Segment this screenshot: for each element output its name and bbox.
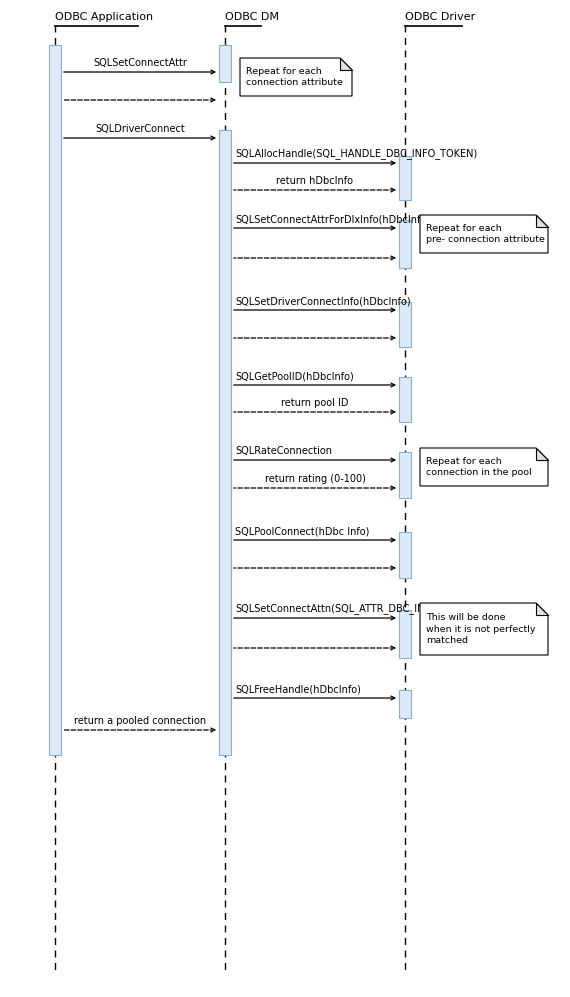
Bar [399,220,411,268]
Text: This will be done
when it is not perfectly
matched: This will be done when it is not perfect… [426,613,535,645]
Bar [399,532,411,578]
Text: return a pooled connection: return a pooled connection [74,716,206,726]
Bar [399,610,411,658]
Text: Repeat for each
connection in the pool: Repeat for each connection in the pool [426,457,532,478]
Text: Repeat for each
pre- connection attribute: Repeat for each pre- connection attribut… [426,223,545,244]
Polygon shape [340,58,352,70]
Text: SQLSetConnectAttn(SQL_ATTR_DBC_INFO_TOKEN): SQLSetConnectAttn(SQL_ATTR_DBC_INFO_TOKE… [235,603,480,614]
Polygon shape [536,448,548,460]
Text: SQLPoolConnect(hDbc Info): SQLPoolConnect(hDbc Info) [235,526,369,536]
Polygon shape [420,603,548,655]
Text: SQLRateConnection: SQLRateConnection [235,446,332,456]
Text: ODBC Application: ODBC Application [55,12,153,22]
Text: SQLAllocHandle(SQL_HANDLE_DBC_INFO_TOKEN): SQLAllocHandle(SQL_HANDLE_DBC_INFO_TOKEN… [235,149,477,159]
Text: SQLSetConnectAttrForDlxInfo(hDbcInfo): SQLSetConnectAttrForDlxInfo(hDbcInfo) [235,214,430,224]
Bar [399,377,411,422]
Text: SQLGetPoolID(hDbcInfo): SQLGetPoolID(hDbcInfo) [235,371,354,381]
Text: ODBC DM: ODBC DM [225,12,279,22]
Text: return rating (0-100): return rating (0-100) [264,474,365,484]
Bar [399,302,411,347]
Polygon shape [420,448,548,486]
Text: SQLSetConnectAttr: SQLSetConnectAttr [93,58,187,68]
Text: Repeat for each
connection attribute: Repeat for each connection attribute [246,67,343,88]
Text: SQLFreeHandle(hDbcInfo): SQLFreeHandle(hDbcInfo) [235,684,361,694]
Text: SQLSetDriverConnectInfo(hDbcInfo): SQLSetDriverConnectInfo(hDbcInfo) [235,296,410,306]
Text: SQLDriverConnect: SQLDriverConnect [95,124,185,134]
Bar [399,156,411,200]
Bar [399,690,411,718]
Text: ODBC Driver: ODBC Driver [405,12,475,22]
Bar [219,130,231,755]
Text: return hDbcInfo: return hDbcInfo [276,176,353,186]
Polygon shape [536,603,548,615]
Bar [49,45,61,755]
Bar [399,452,411,498]
Polygon shape [240,58,352,96]
Polygon shape [536,215,548,227]
Bar [219,45,231,82]
Text: return pool ID: return pool ID [281,398,349,408]
Polygon shape [420,215,548,253]
